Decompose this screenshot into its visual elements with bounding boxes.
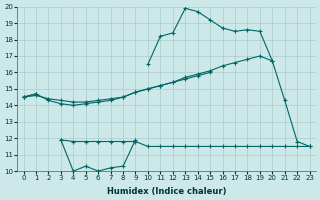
X-axis label: Humidex (Indice chaleur): Humidex (Indice chaleur)	[107, 187, 226, 196]
